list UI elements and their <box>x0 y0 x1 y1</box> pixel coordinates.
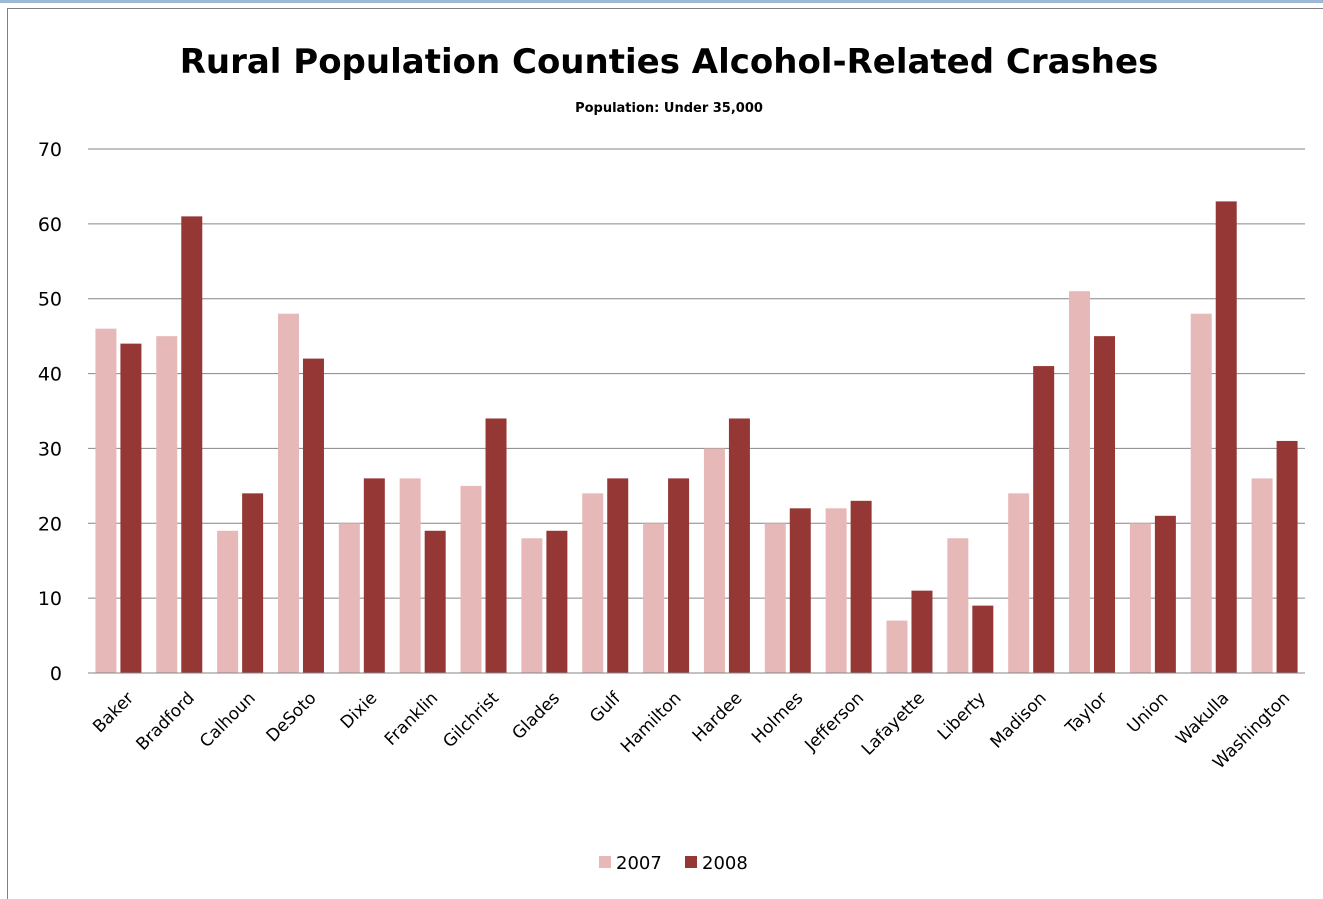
bar-2007-liberty <box>947 538 969 673</box>
bar-2008-washington <box>1276 440 1298 673</box>
y-tick-label: 10 <box>38 588 62 610</box>
x-tick-label: Wakulla <box>1172 688 1233 749</box>
bar-2007-madison <box>1008 493 1030 673</box>
gridlines <box>88 148 1305 599</box>
chart-frame <box>7 8 1323 899</box>
bar-2007-union <box>1129 523 1151 673</box>
bar-2007-dixie <box>338 523 360 673</box>
legend-swatch-2008 <box>685 856 697 868</box>
bar-2007-washington <box>1251 478 1273 673</box>
legend-label-2008: 2008 <box>702 853 748 874</box>
x-tick-label: Dixie <box>337 688 382 733</box>
x-tick-label: Baker <box>89 688 138 737</box>
y-tick-label: 30 <box>38 438 62 460</box>
bar-2008-glades <box>546 530 568 673</box>
y-tick-label: 20 <box>38 513 62 535</box>
bar-2007-gulf <box>582 493 604 673</box>
x-tick-label: Hamilton <box>617 688 686 757</box>
bar-2008-gilchrist <box>485 418 507 673</box>
bar-2008-hardee <box>728 418 750 673</box>
x-tick-label: Gilchrist <box>439 688 503 752</box>
y-tick-label: 50 <box>38 289 62 311</box>
bar-2007-franklin <box>399 478 421 673</box>
legend-swatch-2007 <box>599 856 611 868</box>
x-tick-label: Franklin <box>381 688 442 749</box>
y-axis-ticks: 0 10 20 30 40 50 60 70 <box>38 139 62 685</box>
bars <box>95 201 1298 673</box>
chart-subtitle: Population: Under 35,000 <box>575 101 763 116</box>
x-tick-label: Gulf <box>586 688 625 727</box>
bar-2007-desoto <box>277 313 299 673</box>
bar-2008-dixie <box>363 478 385 673</box>
x-tick-label: Bradford <box>133 688 199 754</box>
bar-2008-calhoun <box>242 493 264 673</box>
x-tick-label: Calhoun <box>196 688 259 751</box>
x-tick-label: Lafayette <box>858 688 929 759</box>
bar-2007-holmes <box>764 523 786 673</box>
bar-2007-taylor <box>1069 291 1091 673</box>
bar-2007-hardee <box>703 448 725 673</box>
bar-2007-gilchrist <box>460 485 482 673</box>
y-tick-label: 70 <box>38 139 62 161</box>
bar-2008-wakulla <box>1215 201 1237 673</box>
x-tick-label: Liberty <box>934 688 990 744</box>
x-tick-label: Hardee <box>689 688 747 746</box>
bar-2007-hamilton <box>643 523 665 673</box>
bar-2008-jefferson <box>850 500 872 673</box>
bar-2007-baker <box>95 328 117 673</box>
legend-label-2007: 2007 <box>616 853 662 874</box>
legend: 2007 2008 <box>599 853 748 874</box>
bar-2008-liberty <box>972 605 994 673</box>
bar-2008-holmes <box>789 508 811 673</box>
x-tick-label: Taylor <box>1061 688 1111 738</box>
bar-2008-lafayette <box>911 590 933 673</box>
x-tick-label: DeSoto <box>263 688 321 746</box>
x-tick-label: Glades <box>508 688 564 744</box>
chart-title: Rural Population Counties Alcohol-Relate… <box>180 42 1159 82</box>
bar-2008-taylor <box>1094 336 1116 673</box>
y-tick-label: 40 <box>38 364 62 386</box>
bar-2008-franklin <box>424 530 446 673</box>
bar-2008-desoto <box>302 358 324 673</box>
y-tick-label: 60 <box>38 214 62 236</box>
x-tick-label: Madison <box>987 688 1051 752</box>
window-top-border <box>0 0 1323 3</box>
bar-2008-gulf <box>607 478 629 673</box>
bar-2008-union <box>1154 515 1176 673</box>
bar-2007-calhoun <box>217 530 239 673</box>
bar-2008-madison <box>1033 366 1055 673</box>
bar-2008-bradford <box>181 216 203 673</box>
bar-2008-hamilton <box>668 478 690 673</box>
bar-2007-glades <box>521 538 543 673</box>
bar-2008-baker <box>120 343 142 673</box>
bar-2007-wakulla <box>1190 313 1212 673</box>
bar-2007-jefferson <box>825 508 847 673</box>
y-tick-label: 0 <box>50 663 62 685</box>
x-tick-label: Holmes <box>748 688 807 747</box>
bar-2007-lafayette <box>886 620 908 673</box>
bar-2007-bradford <box>156 336 178 673</box>
x-tick-label: Union <box>1124 688 1173 737</box>
